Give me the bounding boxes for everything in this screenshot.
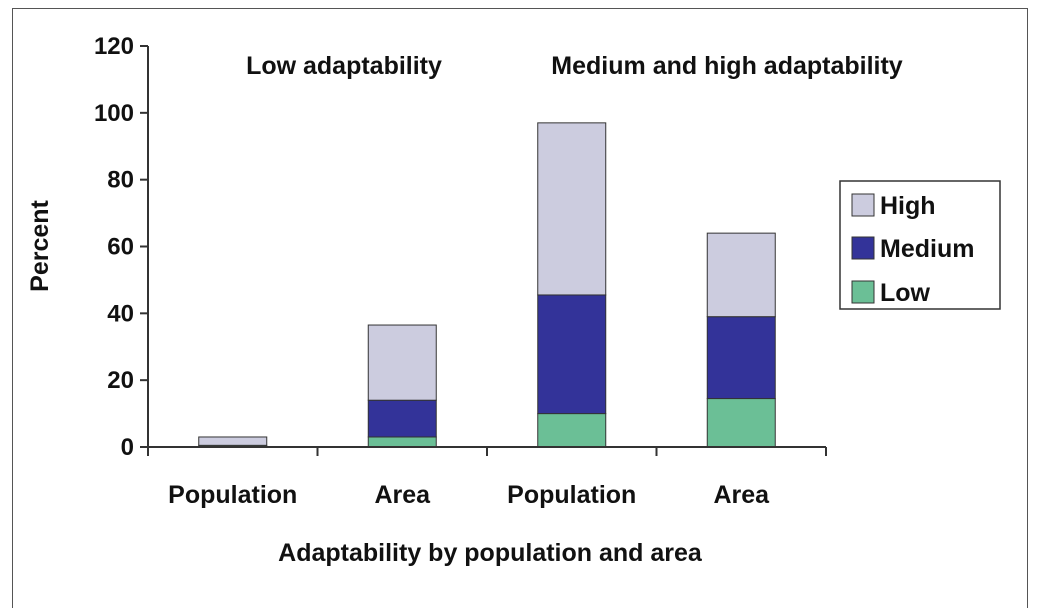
bar-low-1 xyxy=(367,436,437,448)
legend: High Medium Low xyxy=(839,180,1001,310)
legend-label-medium: Medium xyxy=(880,235,974,263)
bar-low-3 xyxy=(706,398,776,448)
x-axis-tick-labels: Population Area Population Area xyxy=(168,481,770,509)
y-axis-ticks: 0 20 40 60 80 100 120 xyxy=(94,33,148,461)
x-tick-label: Area xyxy=(374,481,431,509)
y-tick-label: 40 xyxy=(107,300,134,327)
chart-frame xyxy=(12,8,1028,608)
bar-low-2 xyxy=(537,413,607,448)
y-tick-label: 60 xyxy=(107,234,134,261)
x-tick-label: Population xyxy=(507,481,636,509)
legend-swatch-high xyxy=(851,193,875,217)
y-tick-label: 120 xyxy=(94,33,134,60)
x-tick-label: Population xyxy=(168,481,297,509)
bar-high-3 xyxy=(706,232,776,318)
y-tick-label: 20 xyxy=(107,367,134,394)
bar-high-2 xyxy=(537,122,607,296)
y-tick-label: 100 xyxy=(94,100,134,127)
legend-label-high: High xyxy=(880,192,936,220)
y-tick-label: 0 xyxy=(121,434,134,461)
group-label-low: Low adaptability xyxy=(246,52,442,80)
x-axis-title: Adaptability by population and area xyxy=(278,539,703,567)
bar-medium-3 xyxy=(706,316,776,400)
x-axis-ticks xyxy=(147,447,827,456)
bar-medium-1 xyxy=(367,399,437,438)
bar-high-0 xyxy=(198,436,268,446)
y-tick-label: 80 xyxy=(107,167,134,194)
bars xyxy=(198,122,776,448)
y-axis-title: Percent xyxy=(26,199,54,291)
x-tick-label: Area xyxy=(713,481,770,509)
group-label-medium-high: Medium and high adaptability xyxy=(551,52,903,80)
legend-swatch-low xyxy=(851,280,875,304)
legend-label-low: Low xyxy=(880,279,931,307)
bar-medium-2 xyxy=(537,294,607,415)
bar-high-1 xyxy=(367,324,437,401)
legend-swatch-medium xyxy=(851,236,875,260)
